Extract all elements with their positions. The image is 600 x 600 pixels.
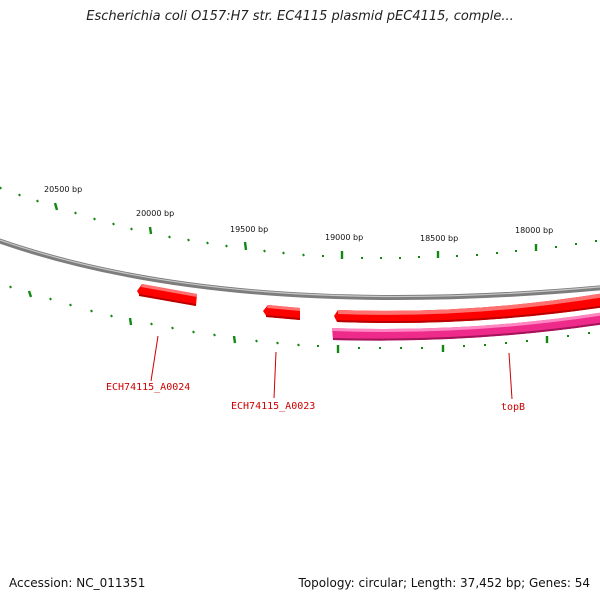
topology-summary: Topology: circular; Length: 37,452 bp; G… <box>298 576 590 590</box>
gene-label-topb[interactable]: topB <box>501 402 525 413</box>
scale-label-19000: 19000 bp <box>325 233 363 242</box>
plasmid-backbone <box>0 238 600 301</box>
gene-feature-ech74115-a0024[interactable] <box>137 284 197 306</box>
label-leader-ech74115-a0024 <box>150 335 159 382</box>
gene-feature-topb[interactable] <box>332 312 600 341</box>
scale-label-20500: 20500 bp <box>44 185 82 194</box>
inner-scale-ticks <box>9 285 590 353</box>
outer-scale-ticks <box>0 186 597 259</box>
gene-feature-forward-large[interactable] <box>334 293 600 323</box>
gene-feature-ech74115-a0023[interactable] <box>263 305 300 320</box>
scale-label-18000: 18000 bp <box>515 226 553 235</box>
gene-label-ech74115-a0023[interactable]: ECH74115_A0023 <box>231 401 315 412</box>
plasmid-backbone-highlight <box>0 239 600 298</box>
scale-label-20000: 20000 bp <box>136 209 174 218</box>
label-leader-topb <box>508 352 513 400</box>
scale-label-19500: 19500 bp <box>230 225 268 234</box>
accession-label: Accession: NC_011351 <box>9 576 146 590</box>
gene-label-ech74115-a0024[interactable]: ECH74115_A0024 <box>106 382 190 393</box>
label-leader-ech74115-a0023 <box>273 351 277 399</box>
map-title: Escherichia coli O157:H7 str. EC4115 pla… <box>86 9 514 24</box>
scale-label-18500: 18500 bp <box>420 234 458 243</box>
